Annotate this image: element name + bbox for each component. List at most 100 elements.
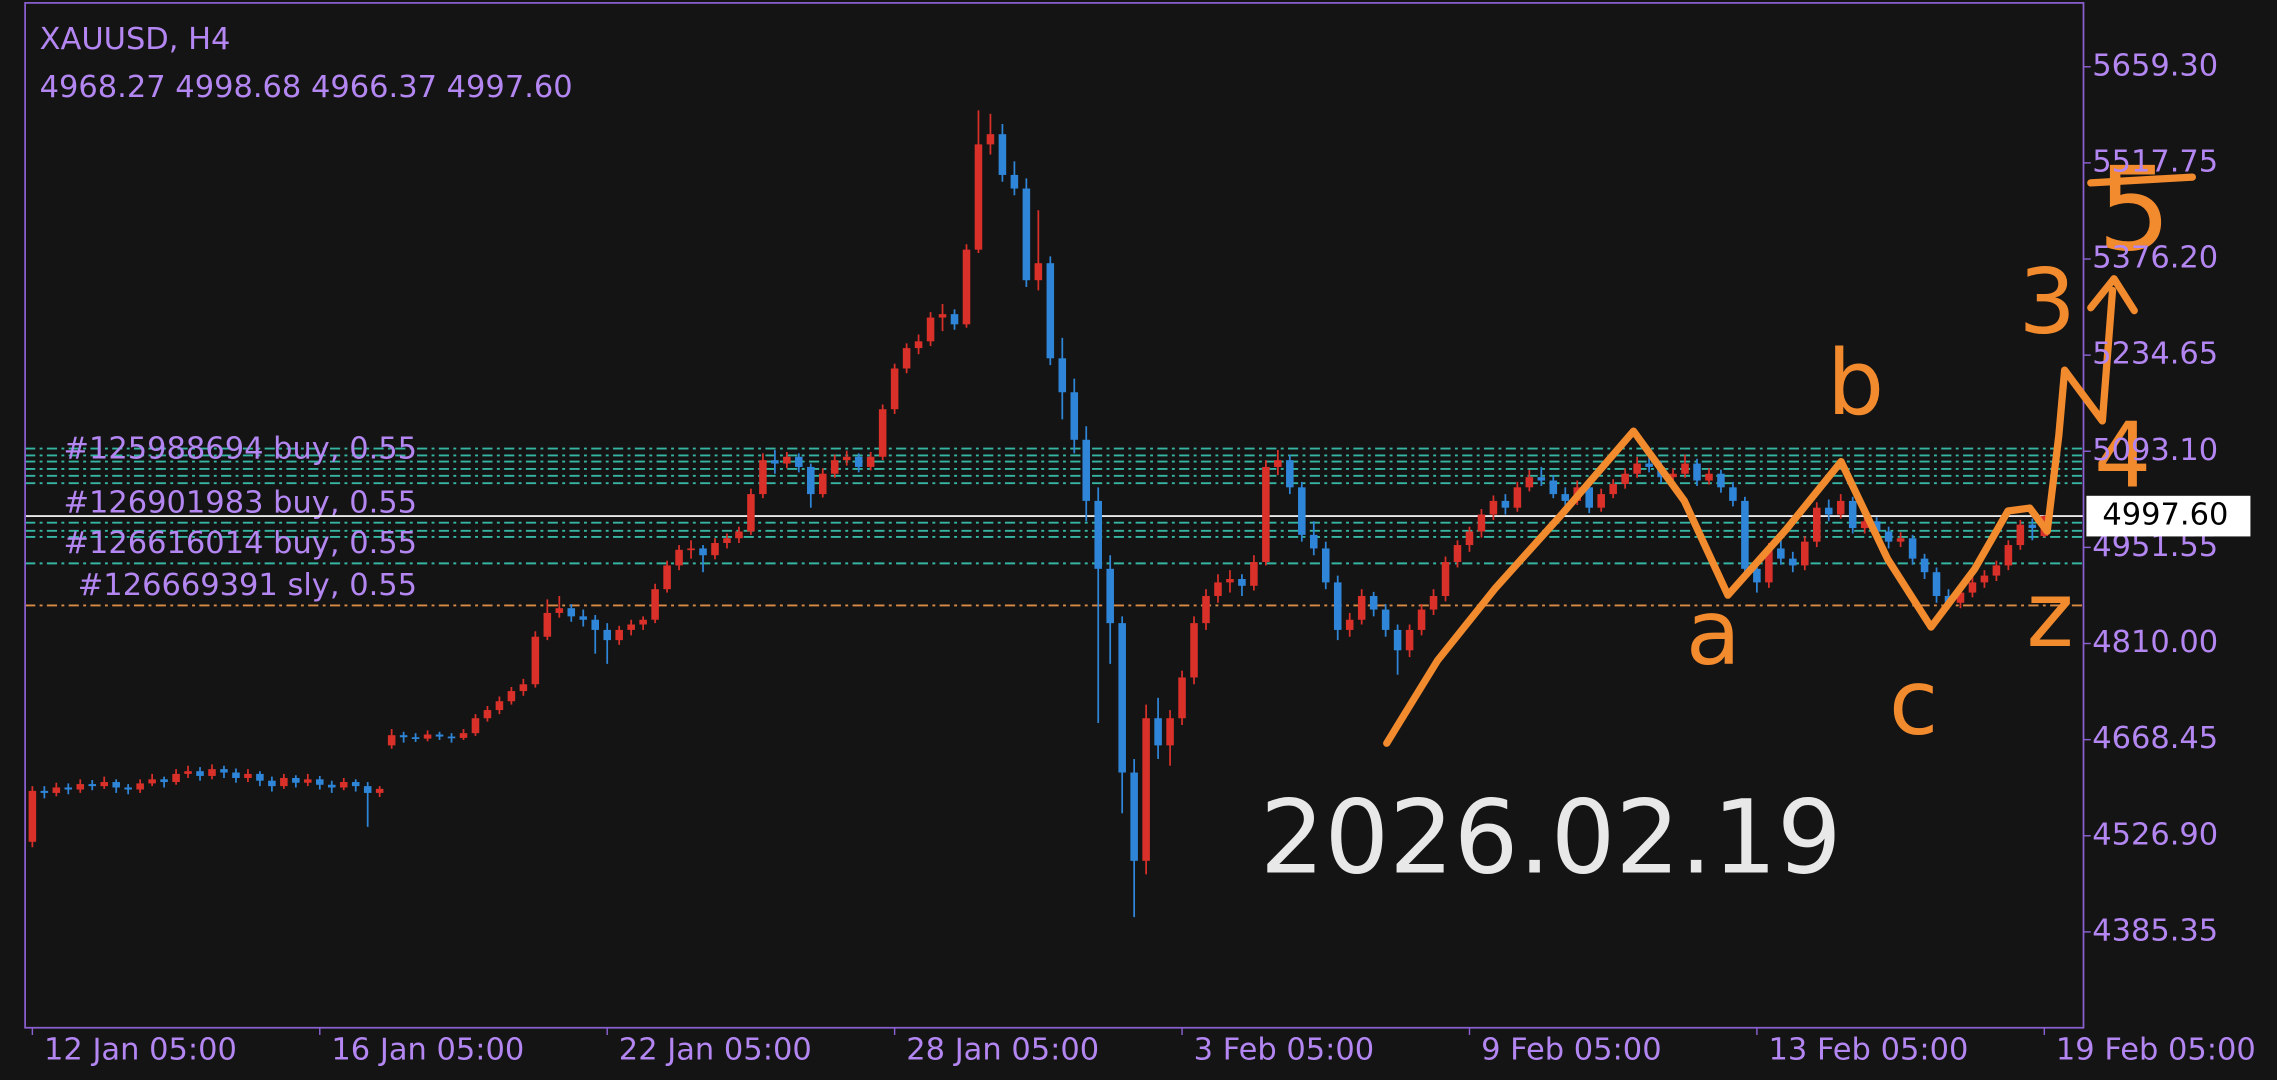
candle-body: [459, 733, 468, 738]
candle-body: [1812, 507, 1821, 542]
candle-body: [866, 456, 875, 467]
candle-body: [699, 548, 707, 556]
candle-body: [2004, 545, 2013, 566]
candle-body: [1453, 545, 1462, 563]
order-label: #126669391 sly, 0.55: [78, 568, 417, 603]
candle-body: [244, 773, 252, 778]
candle-body: [1034, 263, 1043, 281]
candle-body: [1022, 188, 1031, 281]
watermark: 2026.02.19: [1260, 779, 1842, 897]
candle-body: [411, 737, 420, 739]
candle-body: [1477, 514, 1486, 532]
hand-drawing: [1383, 173, 2196, 747]
y-tick-label: 5517.75: [2092, 144, 2218, 179]
candle-body: [1441, 562, 1450, 596]
candle-body: [1693, 463, 1701, 481]
candle-body: [64, 787, 73, 790]
candle-body: [351, 782, 360, 787]
candle-body: [1549, 480, 1558, 495]
candle-body: [172, 773, 180, 783]
x-tick-label: 28 Jan 05:00: [906, 1032, 1099, 1067]
candle-body: [759, 460, 767, 495]
candle-body: [1010, 174, 1019, 189]
candle-body: [1226, 578, 1234, 583]
candle-body: [1369, 595, 1378, 610]
x-tick-label: 13 Feb 05:00: [1769, 1032, 1969, 1067]
x-tick-label: 22 Jan 05:00: [619, 1032, 812, 1067]
candle-body: [423, 734, 432, 739]
candle-body: [1908, 538, 1917, 559]
candle-body: [208, 769, 216, 776]
annotations: a b c z 3 4 5: [1686, 142, 2171, 755]
y-tick-label: 5376.20: [2092, 241, 2218, 276]
candle-body: [387, 735, 396, 746]
candle-body: [519, 684, 528, 692]
candle-body: [795, 456, 803, 467]
candle-body: [136, 783, 144, 790]
candle-body: [1705, 473, 1713, 481]
candle-body: [1765, 548, 1773, 583]
candle-body: [1405, 629, 1414, 651]
candle-body: [1968, 582, 1977, 593]
candle-body: [483, 710, 492, 719]
candle-body: [1753, 568, 1761, 583]
x-tick-label: 12 Jan 05:00: [44, 1032, 237, 1067]
candle-body: [1525, 477, 1534, 488]
candle-body: [1585, 487, 1593, 508]
candle-body: [1884, 531, 1893, 542]
candle-body: [687, 548, 695, 551]
candle-body: [375, 788, 384, 793]
candle-body: [555, 608, 564, 613]
candle-body: [363, 786, 372, 793]
candle-body: [316, 779, 324, 785]
candle-body: [639, 619, 647, 625]
candle-body: [914, 341, 923, 349]
candle-body: [603, 629, 611, 641]
candle-body: [160, 779, 168, 783]
candle-body: [962, 249, 971, 325]
candle-body: [1777, 548, 1785, 559]
annotation: 3: [2019, 250, 2076, 355]
candle-body: [1094, 500, 1102, 569]
candle-body: [304, 779, 312, 783]
candle-body: [1190, 623, 1198, 678]
candle-body: [1058, 358, 1067, 393]
candle-body: [447, 736, 456, 739]
candle-body: [1417, 609, 1426, 630]
candle-body: [28, 790, 37, 842]
candle-body: [1729, 487, 1737, 501]
candle-body: [1178, 677, 1186, 719]
candle-body: [663, 565, 671, 590]
candle-body: [184, 771, 192, 774]
candle-body: [1681, 463, 1689, 474]
x-tick-label: 16 Jan 05:00: [331, 1032, 524, 1067]
candle-body: [1393, 629, 1402, 651]
candle-body: [1621, 473, 1629, 484]
candle-body: [292, 777, 300, 783]
candle-body: [1262, 466, 1270, 563]
candle-body: [471, 718, 480, 734]
candle-body: [88, 784, 97, 787]
candle-body: [1669, 473, 1677, 478]
candle-body: [1465, 531, 1474, 546]
candle-body: [950, 314, 959, 325]
candle-body: [1717, 473, 1725, 488]
wave-line: [1383, 286, 2117, 747]
candle-body: [1345, 619, 1354, 630]
y-tick-label: 4526.90: [2092, 817, 2218, 852]
candle-body: [1513, 487, 1522, 508]
candle-body: [40, 790, 49, 793]
candle-body: [735, 531, 743, 539]
candle-body: [1789, 558, 1797, 566]
candle-body: [771, 460, 779, 464]
candle-body: [543, 612, 552, 637]
candle-body: [1980, 575, 1989, 583]
candle-body: [842, 456, 851, 461]
y-tick-label: 4668.45: [2092, 721, 2218, 756]
candle-body: [579, 616, 588, 620]
annotation: c: [1889, 650, 1938, 755]
candle-body: [938, 314, 947, 318]
axes: 5659.305517.755376.205234.655093.104951.…: [31, 48, 2256, 1067]
chart-title: XAUUSD, H4: [40, 22, 231, 57]
candle-body: [1741, 500, 1749, 569]
